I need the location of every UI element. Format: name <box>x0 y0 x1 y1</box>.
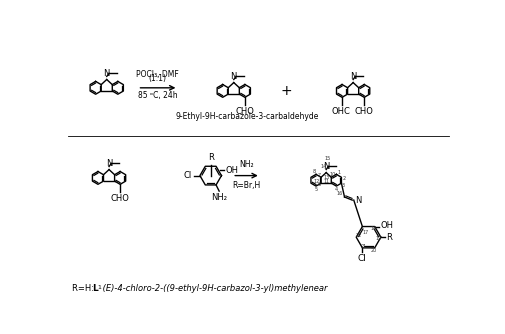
Text: 1: 1 <box>337 170 340 175</box>
Text: (1:1): (1:1) <box>148 74 167 83</box>
Text: 85 ᵒC, 24h: 85 ᵒC, 24h <box>138 91 177 100</box>
Text: OHC: OHC <box>331 107 350 116</box>
Text: L: L <box>92 284 98 293</box>
Text: R: R <box>208 153 214 162</box>
Text: 3: 3 <box>341 183 344 188</box>
Text: 13: 13 <box>323 175 329 180</box>
Text: N: N <box>231 72 237 81</box>
Text: 20: 20 <box>371 248 377 253</box>
Text: 7: 7 <box>317 173 320 178</box>
Text: 5: 5 <box>315 187 318 192</box>
Text: (E)-4-chloro-2-((9-ethyl-9H-carbazol-3-yl)methylenear: (E)-4-chloro-2-((9-ethyl-9H-carbazol-3-y… <box>100 284 327 293</box>
Text: NH₂: NH₂ <box>211 193 227 202</box>
Text: N: N <box>350 72 357 81</box>
Text: N: N <box>356 196 362 205</box>
Text: 4: 4 <box>335 187 338 192</box>
Text: R=H:: R=H: <box>72 284 97 293</box>
Text: 1: 1 <box>97 285 102 290</box>
Text: 11: 11 <box>323 179 329 184</box>
Text: 16: 16 <box>337 191 343 196</box>
Text: OH: OH <box>225 166 238 175</box>
Text: CHO: CHO <box>111 194 130 202</box>
Text: N: N <box>106 159 112 168</box>
Text: 12: 12 <box>313 179 320 184</box>
Text: N: N <box>323 162 329 171</box>
Text: 2: 2 <box>342 176 345 181</box>
Text: 18: 18 <box>370 225 376 230</box>
Text: NH₂: NH₂ <box>239 160 254 169</box>
Text: 6: 6 <box>318 182 321 187</box>
Text: Cl: Cl <box>358 254 367 263</box>
Text: OH: OH <box>380 221 393 230</box>
Text: 8: 8 <box>313 169 316 174</box>
Text: 21: 21 <box>361 244 367 249</box>
Text: 15: 15 <box>325 156 331 161</box>
Text: 22: 22 <box>356 233 362 238</box>
Text: POCl₃, DMF: POCl₃, DMF <box>136 69 179 78</box>
Text: +: + <box>280 84 292 98</box>
Text: 17: 17 <box>362 230 369 235</box>
Text: 9-Ethyl-9H-carbazole-3-carbaldehyde: 9-Ethyl-9H-carbazole-3-carbaldehyde <box>176 113 319 122</box>
Text: N: N <box>104 69 110 78</box>
Text: 19: 19 <box>376 236 382 241</box>
Text: R: R <box>386 233 392 242</box>
Text: Cl: Cl <box>184 171 192 180</box>
Text: 14: 14 <box>321 164 327 169</box>
Text: CHO: CHO <box>355 107 374 116</box>
Text: 10: 10 <box>330 172 336 177</box>
Text: CHO: CHO <box>235 107 255 116</box>
Text: R=Br,H: R=Br,H <box>232 181 260 190</box>
